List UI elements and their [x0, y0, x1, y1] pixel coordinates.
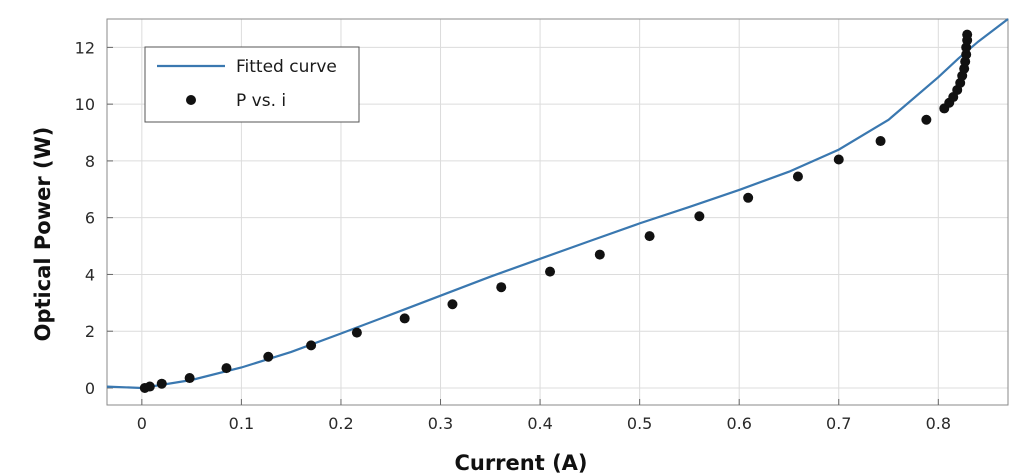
y-tick-label: 4: [85, 265, 95, 284]
data-point: [496, 282, 507, 293]
x-tick-label: 0.6: [726, 414, 751, 433]
x-tick-label: 0.1: [229, 414, 254, 433]
y-axis-ticks: 0 2 4 6 8 10 12: [75, 38, 113, 398]
plot-border: [106, 18, 1009, 406]
y-tick-label: 10: [75, 95, 95, 114]
y-tick-label: 2: [85, 322, 95, 341]
data-point: [875, 136, 886, 147]
data-points: [139, 29, 973, 393]
legend-label-points: P vs. i: [236, 91, 286, 111]
y-axis-title: Optical Power (W): [31, 127, 55, 342]
legend: Fitted curve P vs. i: [144, 46, 360, 123]
data-point: [156, 378, 167, 389]
data-point: [144, 381, 155, 392]
grid: [107, 19, 1008, 405]
y-tick-label: 12: [75, 38, 95, 57]
data-point: [644, 231, 655, 242]
x-tick-label: 0: [137, 414, 147, 433]
x-tick-label: 0.4: [527, 414, 552, 433]
data-point: [184, 373, 195, 384]
data-point: [833, 154, 844, 165]
data-point: [921, 114, 932, 125]
data-point: [594, 249, 605, 260]
x-tick-label: 0.8: [926, 414, 951, 433]
x-tick-label: 0.5: [627, 414, 652, 433]
x-tick-label: 0.7: [826, 414, 851, 433]
data-point: [694, 211, 705, 222]
data-point: [961, 49, 972, 60]
y-tick-label: 8: [85, 152, 95, 171]
data-point: [962, 29, 973, 40]
y-tick-label: 0: [85, 379, 95, 398]
data-point: [743, 192, 754, 203]
x-tick-label: 0.2: [328, 414, 353, 433]
y-tick-label: 6: [85, 209, 95, 228]
fitted-curve-line: [106, 18, 1009, 390]
x-axis-ticks: 0 0.1 0.2 0.3 0.4 0.5 0.6 0.7 0.8: [137, 399, 951, 433]
data-point: [447, 299, 458, 310]
legend-label-fitted: Fitted curve: [236, 57, 337, 77]
legend-box: [144, 46, 360, 123]
data-point: [792, 171, 803, 182]
data-point: [399, 313, 410, 324]
data-point: [263, 351, 274, 362]
legend-marker-swatch: [186, 95, 196, 105]
data-point: [221, 363, 232, 374]
data-point: [351, 327, 362, 338]
data-point: [306, 340, 317, 351]
x-tick-label: 0.3: [428, 414, 453, 433]
data-point: [545, 266, 556, 277]
x-axis-title: Current (A): [454, 451, 587, 475]
